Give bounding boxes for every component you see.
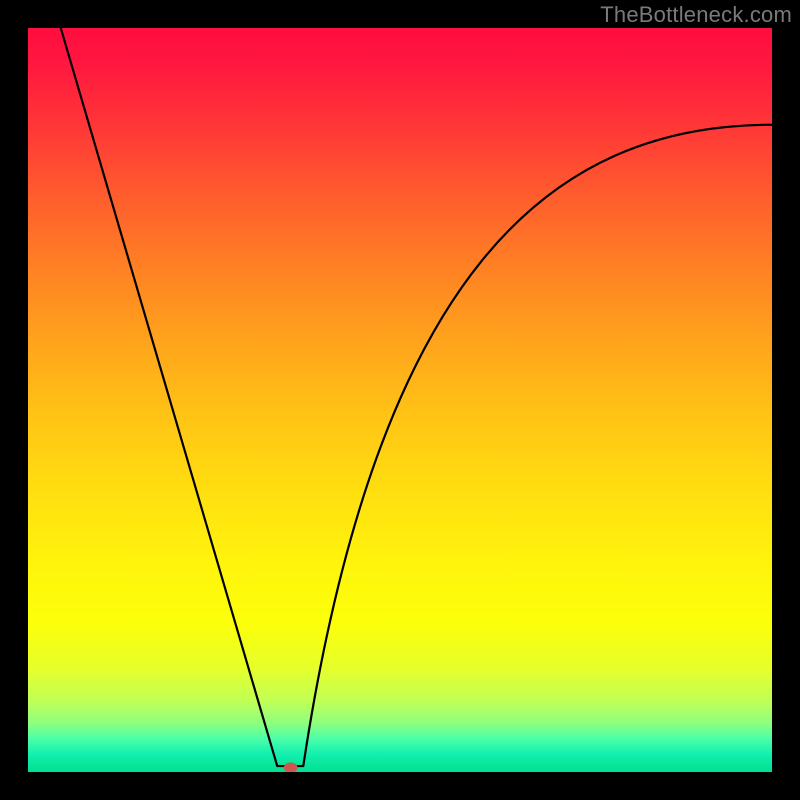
optimal-point-marker [284, 763, 298, 773]
watermark-text: TheBottleneck.com [600, 2, 792, 28]
bottleneck-chart [0, 0, 800, 800]
